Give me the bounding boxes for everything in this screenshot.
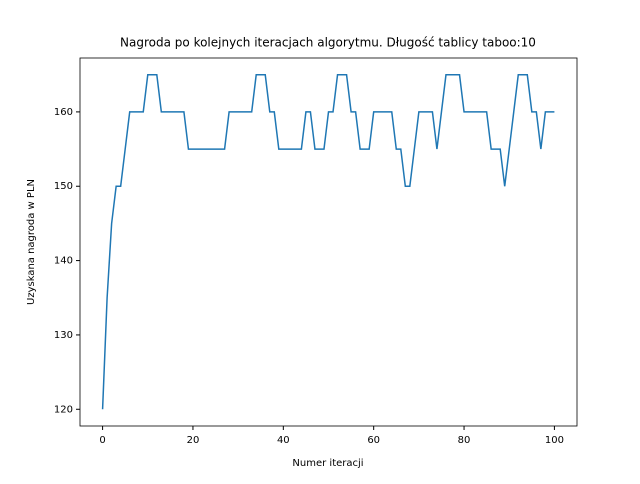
chart-title: Nagroda po kolejnych iteracjach algorytm… [120, 36, 536, 50]
x-tick-label: 80 [458, 435, 471, 446]
x-tick-label: 0 [99, 435, 105, 446]
y-tick-label: 130 [54, 330, 73, 341]
y-tick-label: 120 [54, 404, 73, 415]
data-line [101, 73, 555, 410]
x-tick-label: 60 [367, 435, 380, 446]
axes-frame [79, 57, 578, 427]
y-tick-label: 150 [54, 181, 73, 192]
x-tick-label: 20 [187, 435, 200, 446]
x-axis-label: Numer iteracji [292, 458, 363, 469]
y-tick-label: 140 [54, 256, 73, 267]
x-tick-label: 100 [545, 435, 564, 446]
y-tick-label: 160 [54, 107, 73, 118]
x-tick-label: 40 [277, 435, 290, 446]
y-axis-label: Uzyskana nagroda w PLN [26, 179, 37, 305]
